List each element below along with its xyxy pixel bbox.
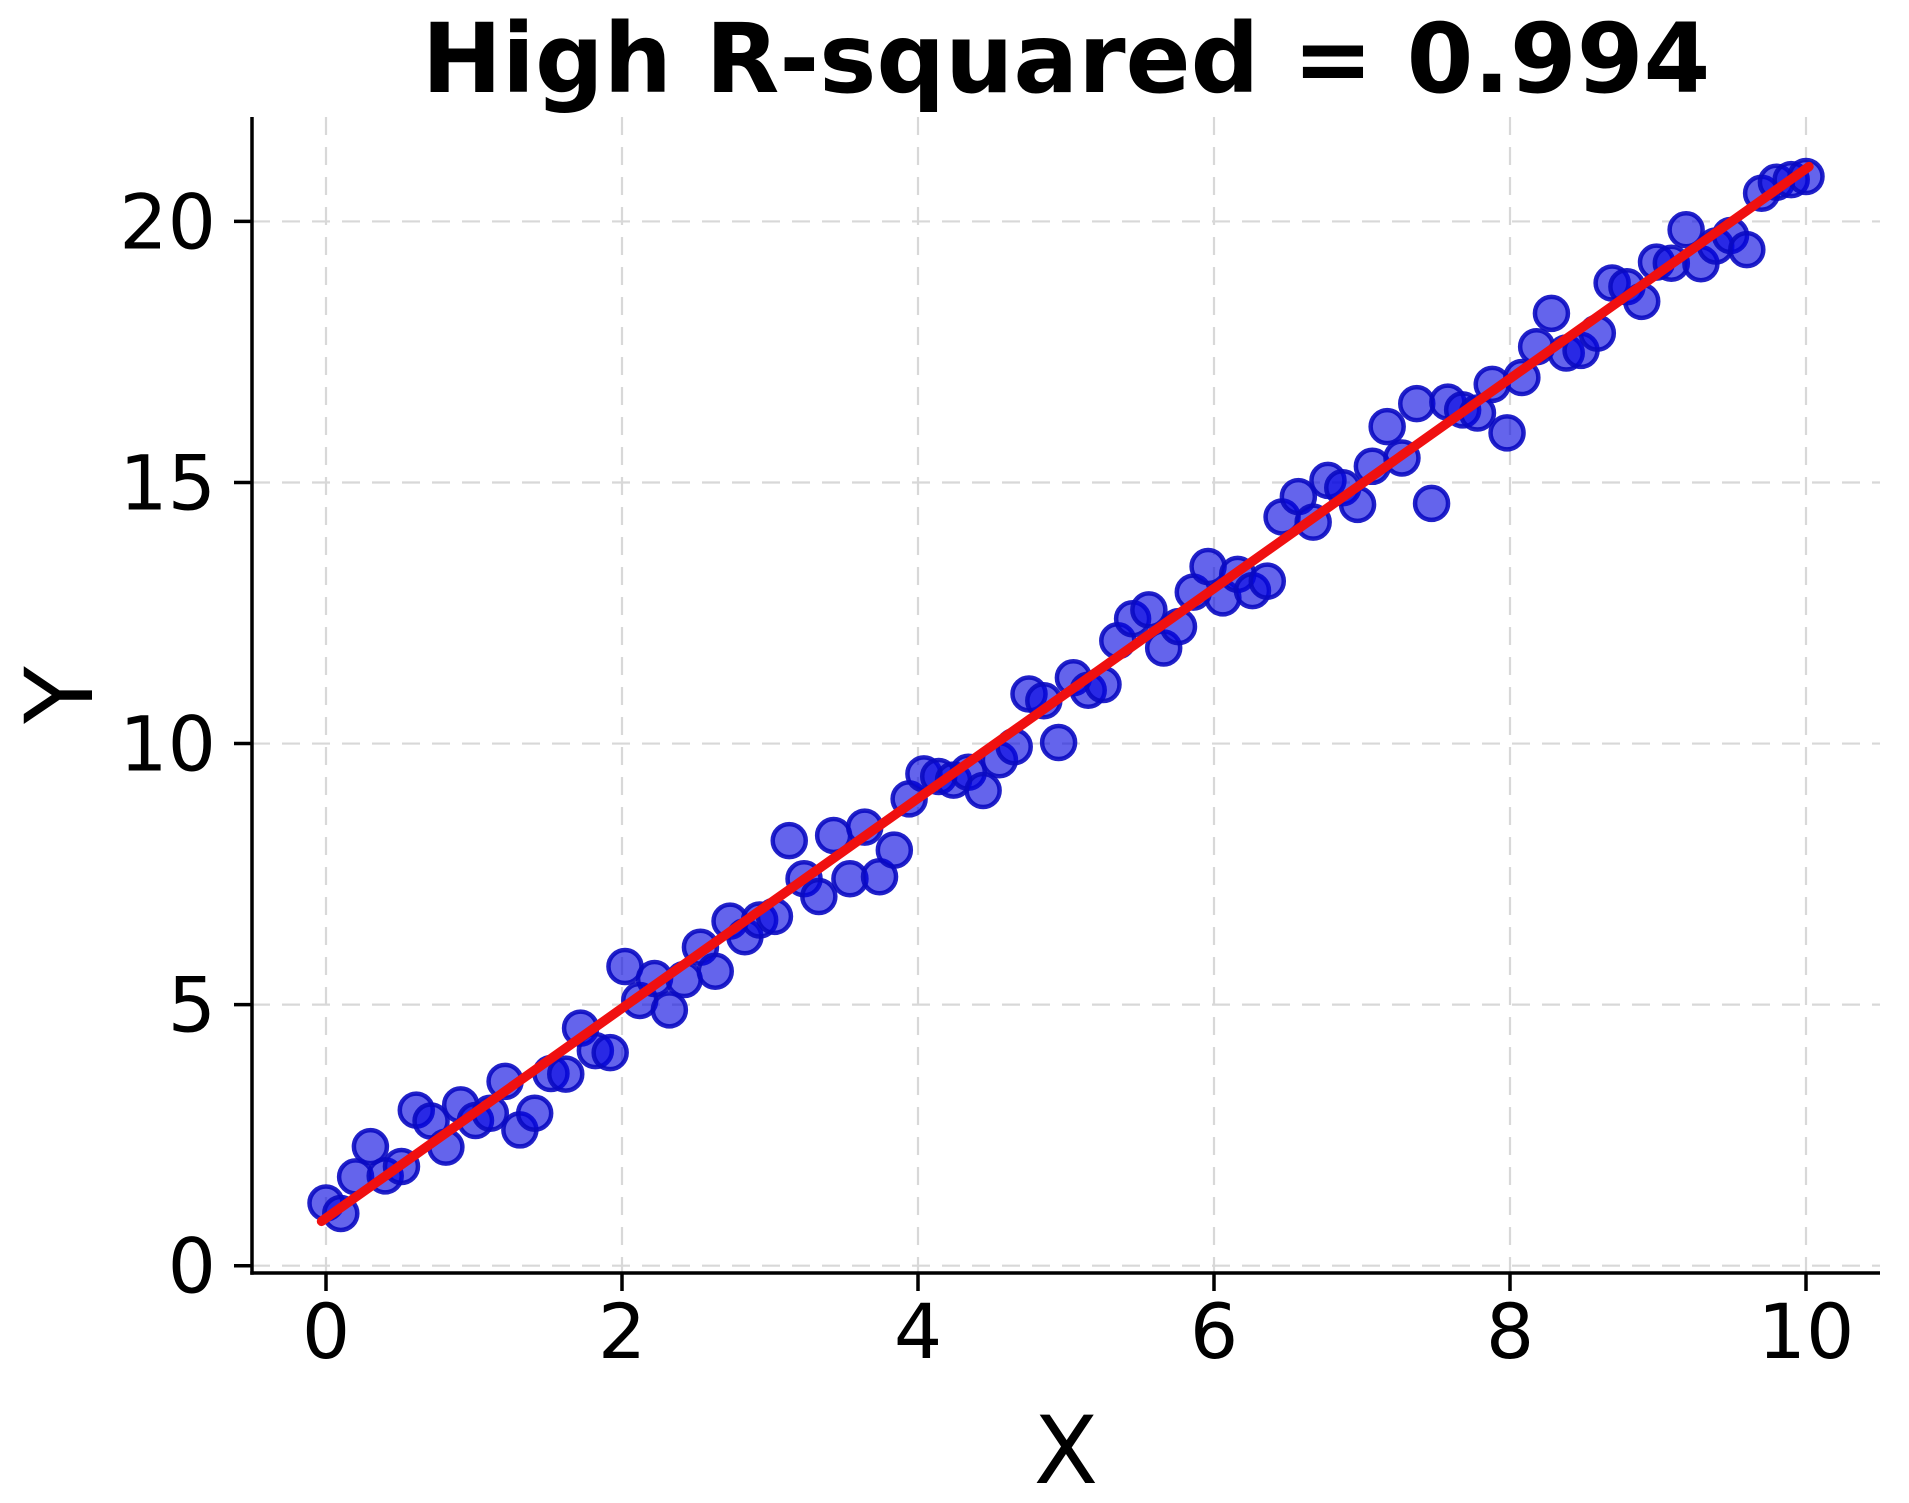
data-point [1488,414,1526,452]
data-point [351,1127,390,1166]
x-tick-label: 0 [302,1287,350,1376]
data-point [770,821,808,860]
y-axis-label: Y [6,666,115,725]
y-tick-label: 15 [119,438,216,527]
axis-layer: 0 2 4 6 8 10 0 5 10 15 20 [119,117,1880,1376]
data-point [1368,407,1406,446]
x-tick-label: 2 [598,1287,646,1376]
y-tick-label: 10 [119,700,216,789]
data-point [1667,211,1705,249]
regression-line [316,161,1814,1227]
y-tick-label: 20 [119,177,216,266]
data-point [964,771,1002,810]
x-tick-label: 10 [1758,1287,1855,1376]
chart-title: High R-squared = 0.994 [422,3,1711,115]
x-tick-label: 6 [1190,1287,1238,1376]
data-point [1248,562,1287,600]
y-tick-label: 5 [168,961,216,1050]
data-point [1728,230,1766,269]
data-point [1130,591,1168,629]
data-point [515,1094,554,1132]
x-tick-label: 8 [1486,1287,1534,1376]
data-point [1412,484,1451,523]
y-tick-label: 0 [168,1222,216,1311]
x-tick-label: 4 [894,1287,942,1376]
data-point [1398,384,1436,423]
x-axis-label: X [1034,1397,1098,1503]
data-layer [307,157,1825,1233]
data-point [547,1055,585,1093]
data-point [650,991,689,1029]
data-point [1039,723,1078,762]
data-point [696,952,734,990]
data-point [875,831,914,869]
data-point [591,1033,629,1072]
data-point [1532,294,1571,333]
data-point [800,877,838,916]
